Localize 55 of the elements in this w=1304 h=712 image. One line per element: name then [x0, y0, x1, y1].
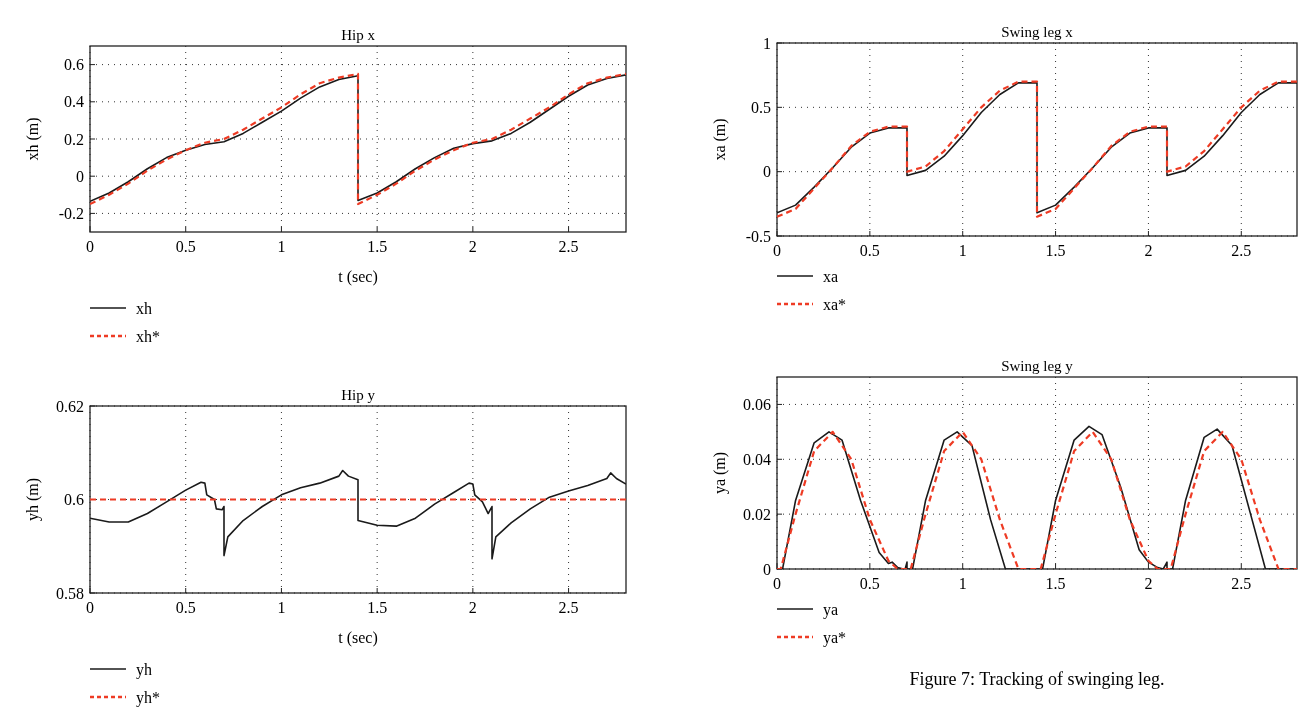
x-tick-label: 2: [468, 599, 477, 616]
x-tick-label: 1: [277, 238, 286, 255]
x-tick-label: 1: [958, 242, 967, 259]
chart-title: Hip y: [341, 387, 376, 403]
x-tick-label: 2: [468, 238, 477, 255]
x-tick-label: 2.5: [1231, 575, 1252, 592]
legend-label: yh: [136, 660, 152, 679]
y-tick-label: 1: [763, 34, 771, 52]
legend-label: xh: [136, 299, 152, 317]
x-tick-label: 0.5: [859, 575, 880, 592]
caption: Figure 7: Tracking of swinging leg.: [909, 669, 1165, 689]
y-tick-label: 0.6: [64, 56, 84, 74]
y-tick-label: 0.06: [743, 396, 771, 414]
y-tick-label: 0.62: [56, 397, 84, 415]
y-tick-label: 0: [763, 163, 771, 181]
x-tick-label: 1.5: [1045, 242, 1066, 259]
x-tick-label: 0.5: [175, 599, 196, 616]
y-axis-title: xa (m): [711, 118, 729, 161]
x-tick-label: 2.5: [558, 238, 579, 255]
x-tick-label: 1.5: [1045, 575, 1066, 592]
legend-label: xa*: [823, 295, 847, 313]
x-axis-title: t (sec): [338, 629, 378, 647]
legend-label: ya: [823, 600, 839, 619]
legend-label: xa: [823, 267, 839, 285]
y-tick-label: 0.02: [743, 505, 771, 523]
y-tick-label: 0.5: [751, 98, 771, 116]
y-tick-label: 0.4: [64, 93, 84, 111]
y-tick-label: 0: [763, 560, 771, 578]
legend-label: ya*: [823, 628, 847, 647]
x-tick-label: 1.5: [367, 238, 388, 255]
y-tick-label: 0.58: [56, 584, 84, 602]
legend-label: yh*: [136, 688, 160, 707]
y-axis-title: ya (m): [711, 451, 729, 495]
y-tick-label: 0.04: [743, 450, 771, 468]
x-tick-label: 1: [277, 599, 286, 616]
y-axis-title: yh (m): [24, 477, 42, 522]
y-tick-label: -0.5: [745, 227, 771, 245]
y-tick-label: 0.6: [64, 491, 84, 509]
x-tick-label: 2: [1144, 575, 1153, 592]
x-tick-label: 0.5: [859, 242, 880, 259]
x-tick-label: 2.5: [1231, 242, 1252, 259]
x-tick-label: 2.5: [558, 599, 579, 616]
chart-title: Swing leg y: [1001, 358, 1074, 374]
legend-label: xh*: [136, 327, 160, 345]
x-tick-label: 1.5: [367, 599, 388, 616]
x-tick-label: 1: [958, 575, 967, 592]
chart-title: Hip x: [341, 27, 376, 43]
x-tick-label: 0.5: [175, 238, 196, 255]
y-axis-title: xh (m): [24, 117, 42, 161]
y-tick-label: 0.2: [64, 130, 84, 148]
chart-title: Swing leg x: [1001, 24, 1074, 40]
x-axis-title: t (sec): [338, 268, 378, 286]
y-tick-label: -0.2: [58, 205, 84, 222]
x-tick-label: 2: [1144, 242, 1153, 259]
y-tick-label: 0: [76, 167, 84, 185]
